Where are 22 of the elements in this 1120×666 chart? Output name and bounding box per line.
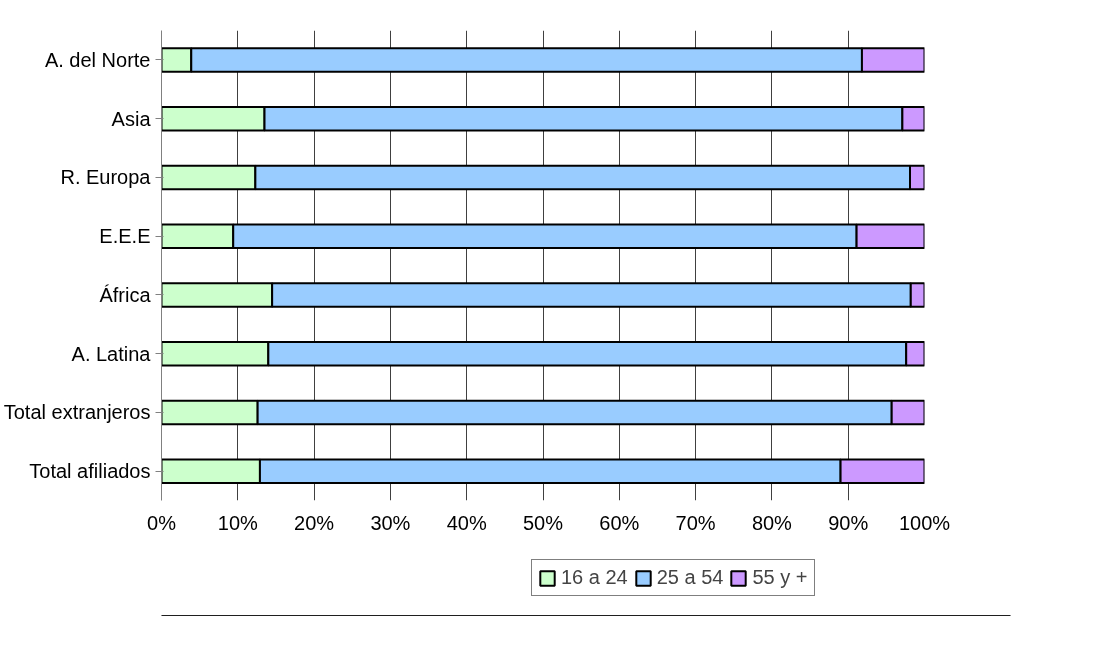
x-tick-label: 30% xyxy=(370,511,411,534)
x-tick-label: 20% xyxy=(294,511,335,534)
y-tick-label: Total afiliados xyxy=(29,460,151,483)
x-tick-label: 100% xyxy=(898,511,951,534)
x-tick-label: 10% xyxy=(217,511,259,534)
legend-label: 55 y + xyxy=(752,566,808,589)
y-tick-label: Total extranjeros xyxy=(3,401,151,424)
x-tick-label: 0% xyxy=(147,511,177,534)
x-tick-label: 80% xyxy=(751,511,793,534)
x-tick-label: 60% xyxy=(599,511,640,534)
y-tick-label: África xyxy=(99,283,152,306)
x-tick-label: 70% xyxy=(675,511,716,534)
y-tick-label: Asia xyxy=(111,107,152,130)
x-tick-label: 50% xyxy=(522,511,564,534)
x-tick-label: 40% xyxy=(446,511,487,534)
x-tick-label: 90% xyxy=(828,511,869,534)
legend-label: 16 a 24 xyxy=(561,566,628,589)
legend-label: 25 a 54 xyxy=(656,566,724,589)
y-tick-label: A. del Norte xyxy=(44,48,151,71)
y-tick-label: A. Latina xyxy=(71,342,152,365)
y-tick-label: R. Europa xyxy=(60,166,152,189)
y-tick-label: E.E.E xyxy=(99,225,151,248)
